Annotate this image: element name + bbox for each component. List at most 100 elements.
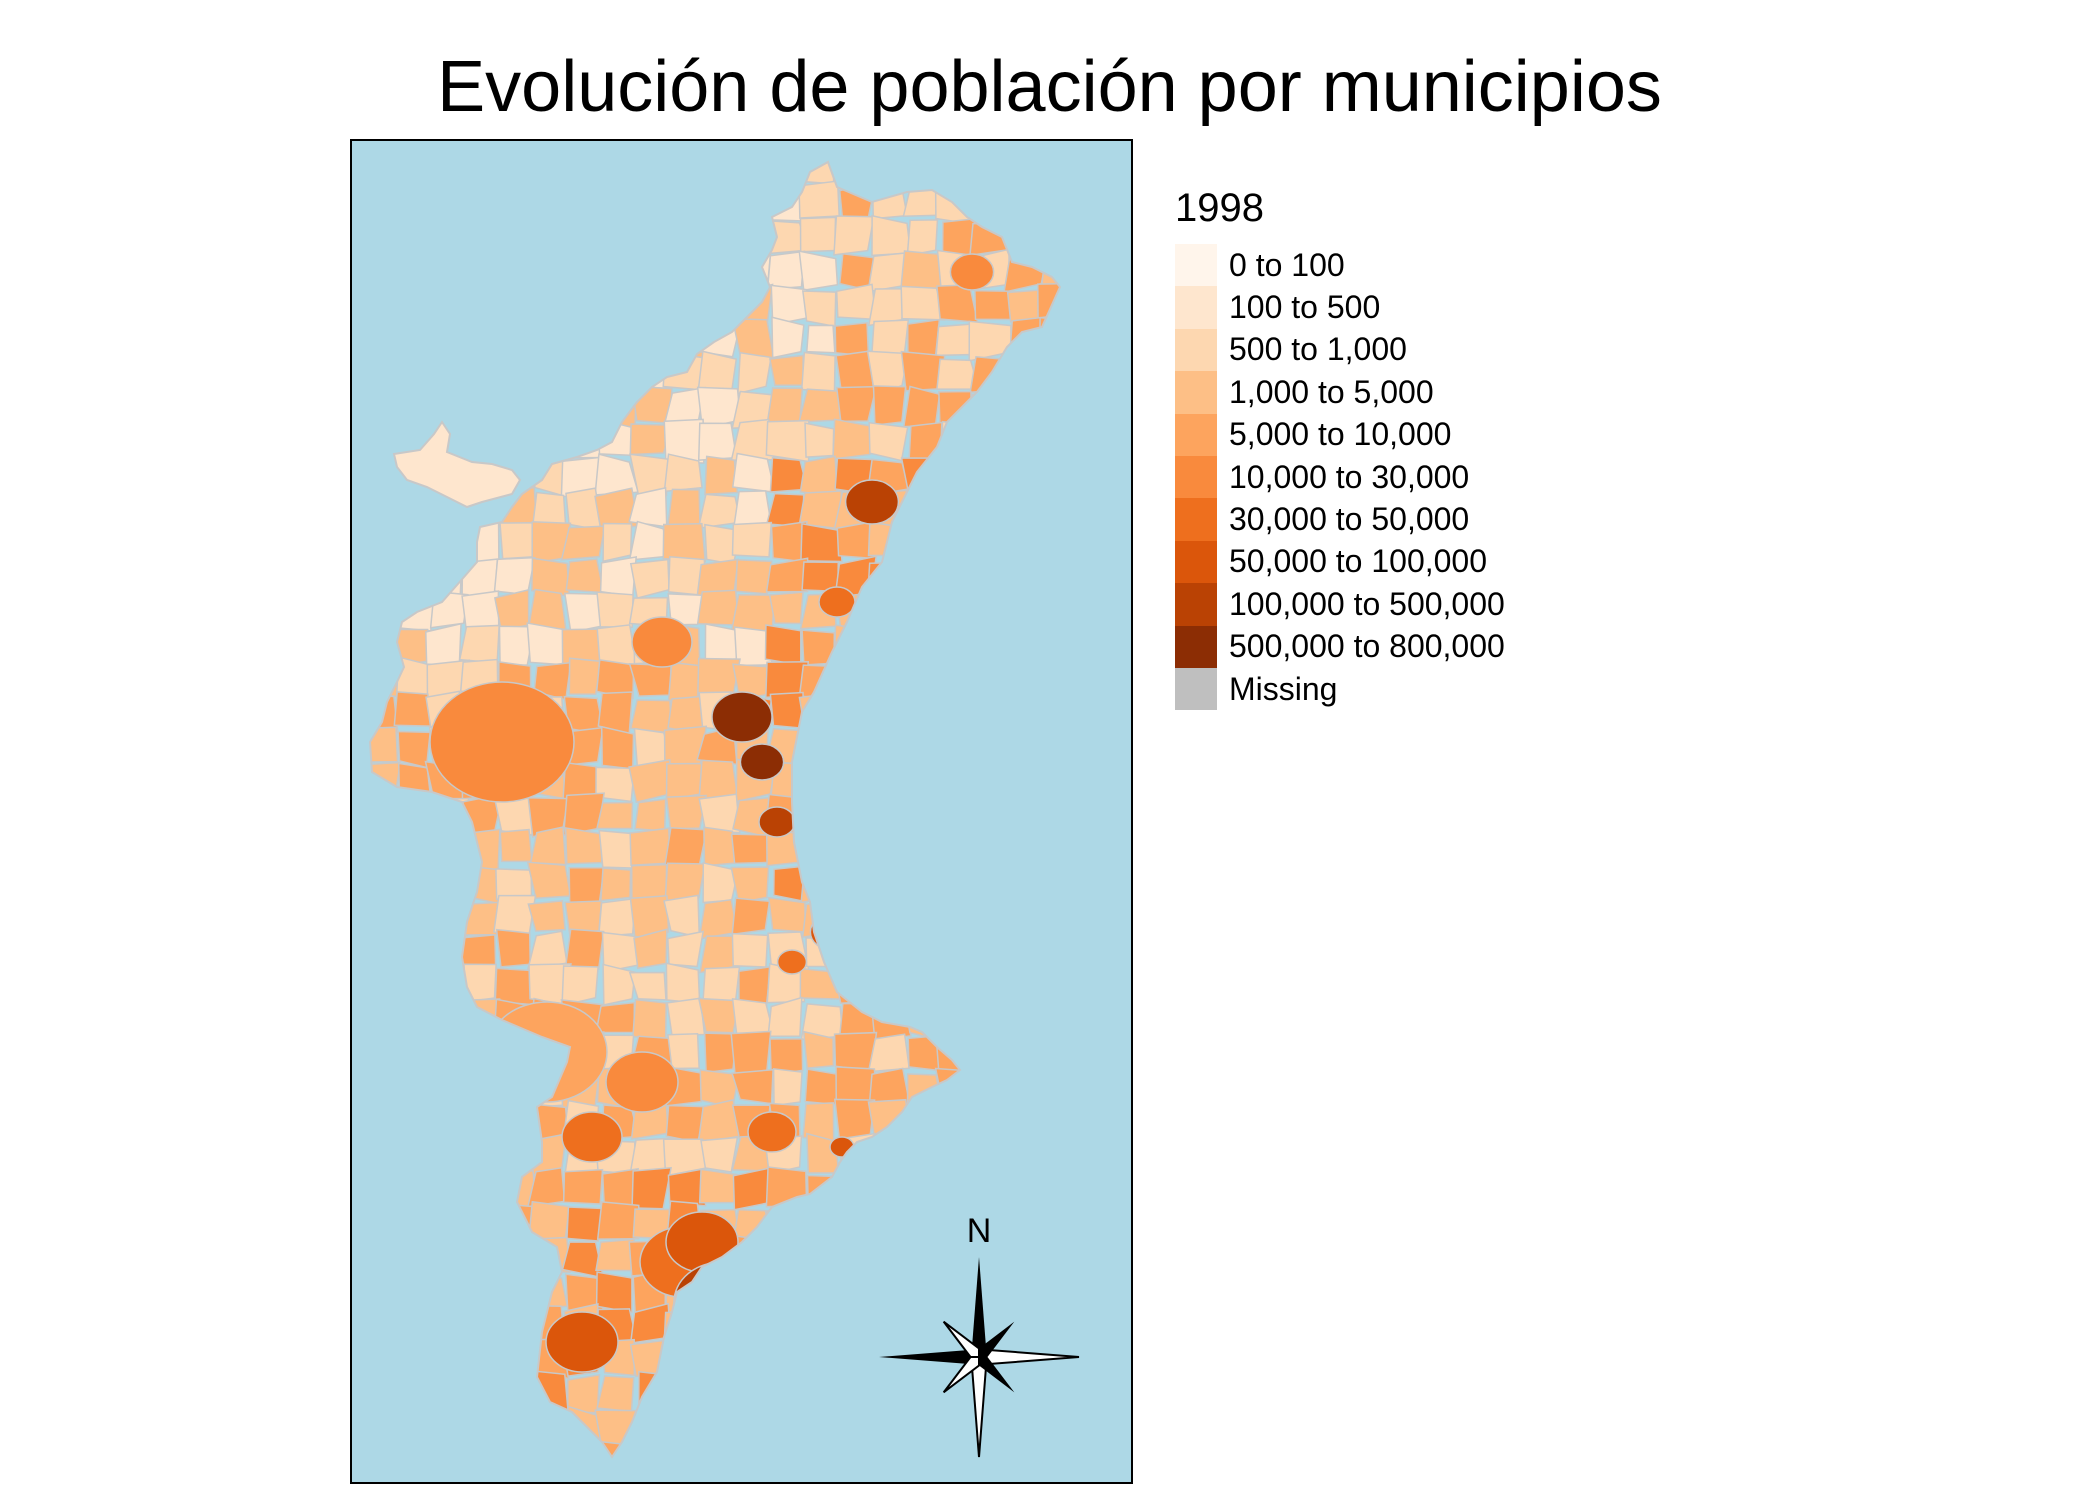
municipality xyxy=(596,801,634,830)
municipality xyxy=(737,351,772,395)
legend-swatch xyxy=(1175,455,1217,499)
municipality xyxy=(663,453,703,493)
legend-item: 500 to 1,000 xyxy=(1175,328,1505,372)
municipality xyxy=(461,590,500,632)
municipality xyxy=(499,521,537,560)
legend-swatch xyxy=(1175,244,1217,287)
municipality xyxy=(768,591,804,625)
legend-item: 500,000 to 800,000 xyxy=(1175,625,1505,668)
municipality xyxy=(844,479,900,525)
municipality xyxy=(545,1311,619,1373)
municipality xyxy=(867,1033,911,1073)
municipality xyxy=(663,418,705,464)
legend-item: 0 to 100 xyxy=(1175,244,1505,287)
municipality xyxy=(767,996,803,1038)
municipality xyxy=(666,997,706,1037)
municipality xyxy=(562,1168,604,1205)
municipality xyxy=(769,354,804,387)
legend-label: 30,000 to 50,000 xyxy=(1229,501,1470,538)
legend-label: 1,000 to 5,000 xyxy=(1229,373,1434,410)
legend-label: 500 to 1,000 xyxy=(1229,331,1407,368)
legend-title: 1998 xyxy=(1175,186,1264,230)
municipality xyxy=(662,522,707,563)
municipality xyxy=(527,588,567,631)
municipality xyxy=(631,1166,673,1210)
municipality xyxy=(949,253,995,291)
municipality xyxy=(747,1111,797,1153)
municipality xyxy=(568,867,606,906)
municipality xyxy=(766,250,806,291)
municipality xyxy=(866,350,910,396)
municipality xyxy=(800,522,843,563)
legend-label: 50,000 to 100,000 xyxy=(1229,543,1488,580)
municipality xyxy=(799,455,838,497)
municipality xyxy=(871,319,910,355)
municipality xyxy=(425,622,462,667)
municipality xyxy=(711,691,773,743)
legend-item: Missing xyxy=(1175,667,1505,711)
municipality xyxy=(868,421,909,462)
municipality xyxy=(630,863,668,900)
municipality xyxy=(667,1168,707,1207)
legend-label: Missing xyxy=(1229,670,1338,707)
municipality xyxy=(739,743,785,781)
legend-item: 50,000 to 100,000 xyxy=(1175,540,1505,584)
municipality xyxy=(632,998,668,1040)
municipality xyxy=(664,862,706,903)
municipality xyxy=(772,1067,803,1107)
municipality xyxy=(902,385,941,428)
municipality xyxy=(629,423,674,456)
legend-label: 0 to 100 xyxy=(1229,246,1345,283)
legend-swatch xyxy=(1175,498,1217,541)
compass-north-label: N xyxy=(967,1212,992,1250)
municipality xyxy=(595,1238,636,1272)
municipality xyxy=(731,932,769,968)
legend-label: 5,000 to 10,000 xyxy=(1229,416,1452,453)
legend-swatch xyxy=(1175,286,1217,329)
legend-item: 100 to 500 xyxy=(1175,286,1505,329)
municipality xyxy=(832,418,877,460)
municipality xyxy=(629,699,673,734)
municipality xyxy=(704,455,739,496)
municipality xyxy=(561,1111,623,1163)
municipality xyxy=(370,726,399,763)
municipality xyxy=(568,657,603,695)
municipality xyxy=(798,250,839,292)
municipality xyxy=(765,419,810,463)
municipality xyxy=(697,350,738,393)
municipality xyxy=(731,521,773,558)
compass-rose: N xyxy=(879,1212,1080,1458)
legend-label: 100,000 to 500,000 xyxy=(1229,585,1505,622)
municipality xyxy=(804,422,835,458)
municipality xyxy=(764,624,802,667)
municipality xyxy=(700,1136,739,1173)
municipality xyxy=(776,949,808,975)
municipality xyxy=(767,896,807,933)
municipality xyxy=(758,806,796,838)
municipality xyxy=(597,897,637,938)
municipality xyxy=(835,350,875,390)
municipality xyxy=(599,556,638,598)
municipality xyxy=(602,963,636,1006)
municipality xyxy=(733,490,772,527)
municipality xyxy=(835,385,878,423)
municipality xyxy=(667,1033,700,1070)
municipality xyxy=(666,488,701,529)
municipality xyxy=(494,967,536,1006)
legend-item: 10,000 to 30,000 xyxy=(1175,455,1505,499)
municipality xyxy=(527,900,566,932)
legend-swatch xyxy=(1175,625,1217,668)
compass-north-point xyxy=(972,1257,986,1357)
map-legend: 1998 0 to 100 100 to 500 500 to 1,000 1,000… xyxy=(1175,180,1505,711)
legend-item: 1,000 to 5,000 xyxy=(1175,371,1505,414)
legend-swatch xyxy=(1175,413,1217,456)
legend-label: 100 to 500 xyxy=(1229,289,1381,326)
municipality xyxy=(564,827,606,865)
municipality xyxy=(634,798,667,832)
municipality xyxy=(730,866,770,904)
legend-label: 10,000 to 30,000 xyxy=(1229,458,1470,495)
municipality xyxy=(595,766,636,803)
municipality xyxy=(800,351,836,393)
municipality xyxy=(495,928,531,968)
municipality xyxy=(906,219,939,257)
